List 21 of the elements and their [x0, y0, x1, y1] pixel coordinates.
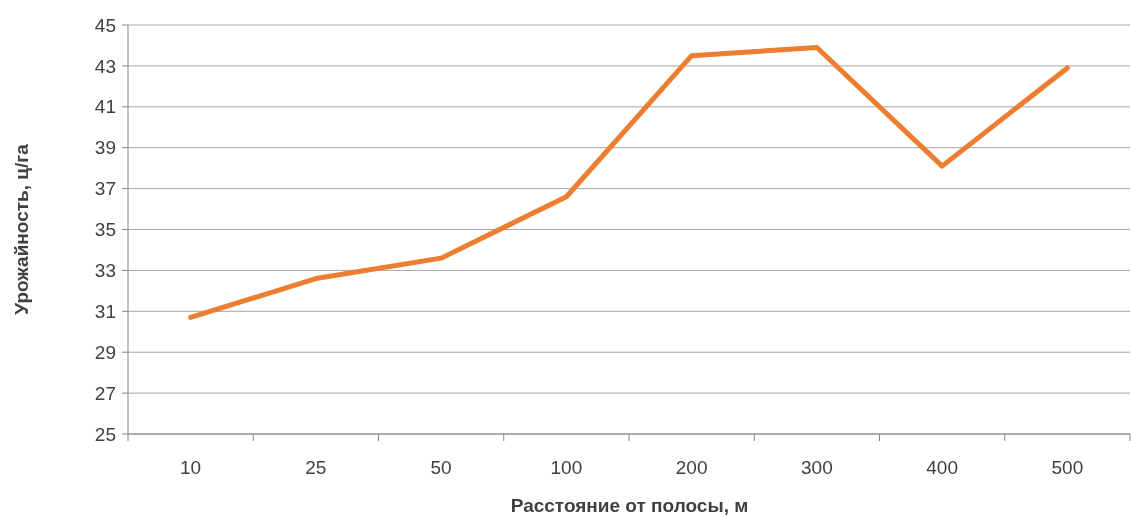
x-tick-label: 50: [430, 457, 452, 478]
y-tick-label: 29: [94, 341, 116, 363]
y-tick-label: 45: [94, 14, 116, 36]
x-axis-title: Расстояние от полосы, м: [510, 495, 749, 516]
x-tick-label: 200: [675, 457, 708, 478]
y-tick-label: 27: [94, 382, 116, 404]
y-tick-label: 43: [94, 55, 116, 77]
y-tick-label: 35: [94, 219, 116, 241]
x-tick-label: 500: [1051, 457, 1084, 478]
x-tick-label: 25: [305, 457, 327, 478]
y-tick-label: 39: [94, 137, 116, 159]
y-tick-label: 37: [94, 178, 116, 200]
x-tick-label: 300: [801, 457, 833, 478]
x-tick-label: 100: [550, 457, 583, 478]
y-tick-label: 25: [94, 423, 116, 445]
y-tick-label: 33: [94, 260, 116, 282]
y-axis-title: Урожайность, ц/га: [11, 143, 32, 315]
y-tick-label: 31: [94, 300, 116, 322]
x-tick-label: 400: [926, 457, 958, 478]
y-tick-label: 41: [94, 96, 116, 118]
x-tick-label: 10: [180, 457, 202, 478]
